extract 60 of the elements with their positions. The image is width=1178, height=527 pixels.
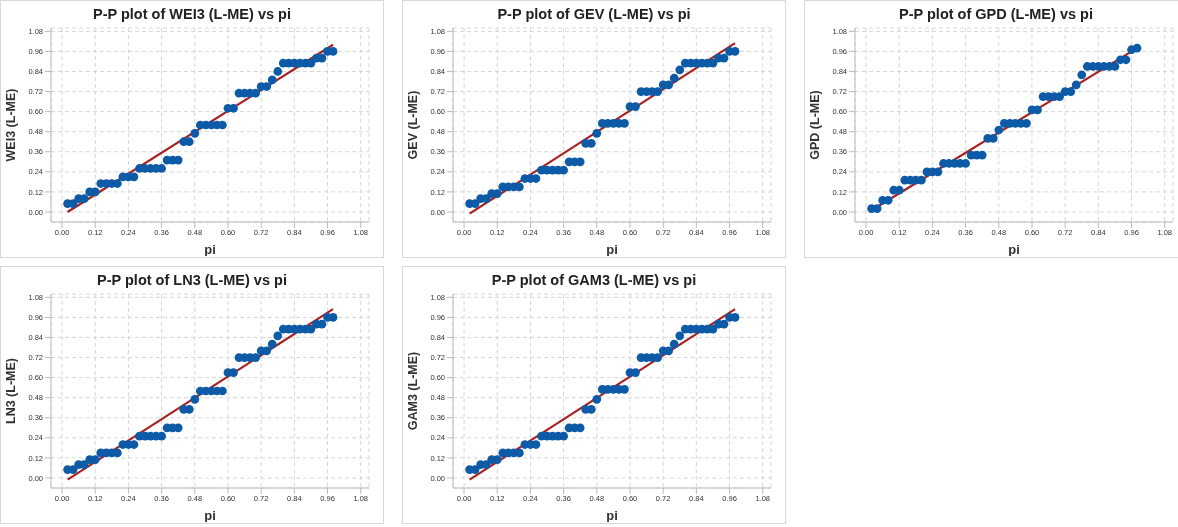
point	[961, 159, 970, 168]
point	[267, 75, 277, 85]
x-axis-title: pi	[1008, 242, 1020, 257]
point	[917, 175, 926, 185]
point	[515, 182, 524, 192]
chart-title: P-P plot of LN3 (L-ME) vs pi	[96, 272, 288, 290]
y-axis-title: GAM3 (L-ME)	[406, 351, 421, 431]
point	[1132, 43, 1142, 53]
point	[675, 65, 685, 75]
point	[113, 448, 122, 458]
y-axis-title: GPD (L-ME)	[808, 90, 823, 160]
point	[1066, 87, 1076, 96]
point	[1077, 70, 1087, 80]
point	[113, 179, 122, 188]
point	[1033, 105, 1042, 115]
point	[218, 120, 227, 130]
x-axis-title: pi	[204, 242, 216, 257]
chart-title: P-P plot of GPD (L-ME) vs pi	[898, 6, 1094, 24]
point	[229, 368, 238, 377]
point	[592, 129, 602, 138]
x-axis-title: pi	[606, 242, 618, 257]
y-axis-title: WEI3 (L-ME)	[4, 88, 19, 162]
point	[592, 395, 602, 404]
point	[262, 82, 272, 91]
point	[653, 353, 662, 362]
chart-title: P-P plot of GEV (L-ME) vs pi	[496, 6, 692, 24]
point	[669, 73, 679, 83]
point	[1055, 92, 1064, 101]
point	[229, 103, 238, 113]
point	[218, 386, 227, 396]
point	[675, 331, 685, 341]
point	[559, 431, 568, 441]
point	[653, 87, 662, 96]
point	[267, 339, 277, 349]
point	[664, 346, 674, 356]
point	[669, 339, 679, 349]
point	[157, 431, 166, 441]
chart-title: P-P plot of GAM3 (L-ME) vs pi	[490, 272, 698, 290]
point	[190, 395, 200, 404]
point	[262, 346, 272, 356]
point	[1071, 80, 1081, 90]
point	[994, 125, 1004, 135]
x-axis-title: pi	[204, 508, 216, 523]
y-axis-title: GEV (L-ME)	[406, 90, 421, 160]
point	[273, 67, 283, 76]
point	[1022, 118, 1031, 128]
point	[631, 102, 640, 111]
point	[273, 331, 283, 341]
y-axis-title: LN3 (L-ME)	[4, 358, 19, 424]
point	[157, 164, 166, 173]
point	[251, 353, 260, 362]
chart-title: P-P plot of WEI3 (L-ME) vs pi	[92, 6, 292, 24]
x-axis-title: pi	[606, 508, 618, 523]
point	[631, 368, 640, 377]
point	[190, 129, 200, 138]
point	[664, 80, 674, 90]
point	[515, 448, 524, 458]
point	[620, 384, 629, 394]
point	[620, 118, 629, 128]
point	[559, 165, 568, 175]
